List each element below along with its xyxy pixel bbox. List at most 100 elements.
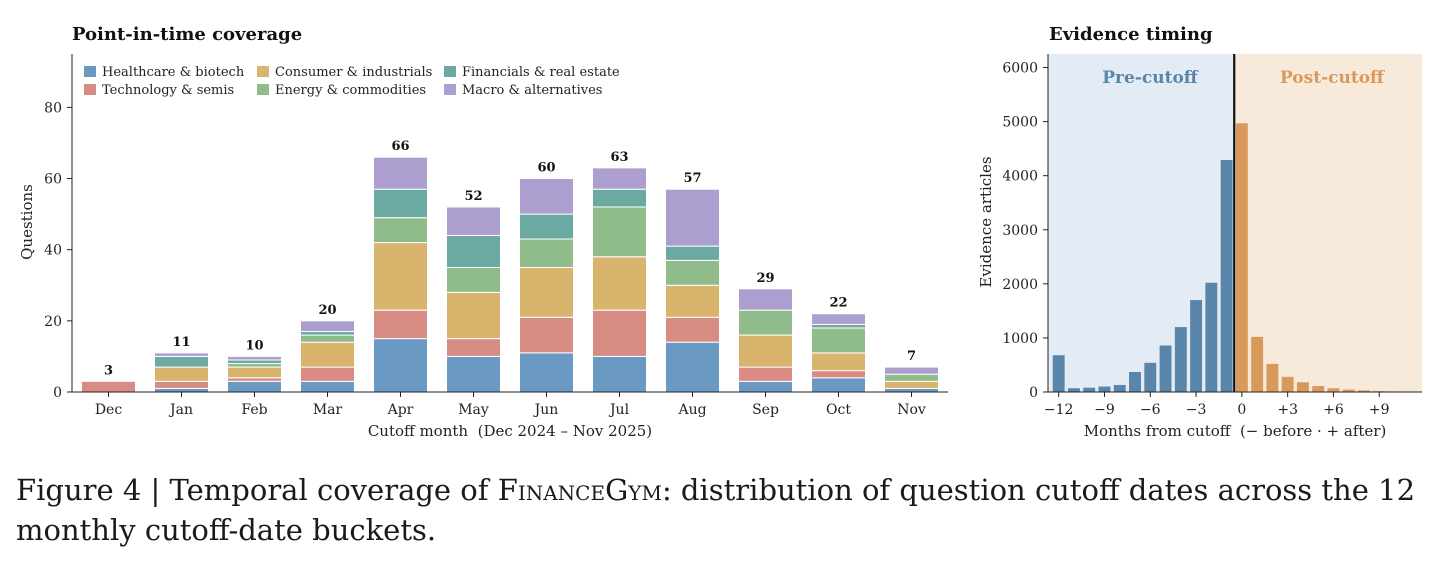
bar-segment-may-0 (445, 355, 502, 393)
bar-segment-mar-3 (299, 334, 356, 343)
left-x-tick-label: Aug (677, 402, 706, 418)
bar-segment-mar-0 (299, 380, 356, 393)
legend-swatch (257, 66, 269, 77)
left-y-tick-label: 20 (44, 314, 62, 330)
bar-segment-sep-0 (737, 380, 794, 393)
total-label-jul: 63 (610, 150, 628, 165)
left-x-tick-label: Feb (241, 402, 267, 418)
bar-segment-jul-2 (591, 256, 648, 311)
legend-label: Technology & semis (102, 83, 234, 98)
evidence-bar (1205, 282, 1218, 392)
bar-segment-jun-5 (518, 178, 575, 215)
pre-cutoff-region (1048, 54, 1235, 392)
bar-segment-feb-2 (226, 366, 283, 379)
bar-segment-apr-0 (372, 338, 429, 393)
bar-segment-nov-0 (883, 387, 940, 393)
bar-segment-jan-1 (153, 380, 210, 389)
left-x-tick-label: Jul (608, 402, 630, 418)
bar-segment-jan-5 (153, 352, 210, 357)
bar-segment-jul-4 (591, 188, 648, 208)
left-x-axis-label: Cutoff month (Dec 2024 – Nov 2025) (368, 422, 652, 440)
legend-swatch (84, 84, 96, 95)
right-y-tick-label: 4000 (1002, 169, 1038, 185)
bar-segment-apr-1 (372, 309, 429, 340)
bar-segment-sep-5 (737, 288, 794, 311)
bar-segment-oct-3 (810, 327, 867, 354)
evidence-bar (1190, 300, 1203, 392)
legend-swatch (257, 84, 269, 95)
left-x-tick-label: Jan (168, 402, 193, 418)
pre-cutoff-label: Pre-cutoff (1102, 68, 1199, 88)
bar-segment-mar-4 (299, 331, 356, 336)
stacked-bars (80, 156, 940, 393)
bar-segment-feb-3 (226, 363, 283, 368)
right-y-tick-label: 2000 (1002, 277, 1038, 293)
left-y-tick-label: 0 (53, 385, 62, 401)
bar-segment-aug-3 (664, 259, 721, 286)
left-chart-title: Point-in-time coverage (72, 24, 302, 45)
left-x-tick-label: May (458, 402, 489, 418)
bar-segment-apr-5 (372, 156, 429, 190)
right-y-tick-label: 5000 (1002, 115, 1038, 131)
evidence-bar (1266, 363, 1279, 392)
evidence-timing-chart: Evidence timing 0 1000 2000 3000 4000 5000 600… (977, 24, 1422, 440)
left-y-axis-label: Questions (18, 184, 36, 260)
total-label-dec: 3 (104, 363, 113, 378)
total-label-sep: 29 (756, 271, 774, 286)
evidence-bar (1113, 384, 1126, 392)
bar-segment-may-3 (445, 266, 502, 293)
evidence-bar (1052, 355, 1065, 392)
left-x-tick-label: Mar (313, 402, 343, 418)
bar-segment-jun-2 (518, 266, 575, 318)
total-label-aug: 57 (683, 171, 701, 186)
evidence-bars (1052, 123, 1416, 393)
bar-segment-aug-2 (664, 284, 721, 318)
legend-label: Macro & alternatives (462, 83, 602, 98)
evidence-bar (1235, 123, 1248, 392)
bar-segment-oct-1 (810, 370, 867, 379)
evidence-bar (1358, 390, 1370, 392)
bar-segment-sep-3 (737, 309, 794, 336)
right-x-tick-label: −9 (1094, 402, 1115, 418)
bar-segment-oct-4 (810, 323, 867, 329)
caption-dataset-name: FinanceGym (497, 473, 662, 507)
left-y-tick-label: 60 (44, 172, 62, 188)
bar-segment-jun-0 (518, 352, 575, 393)
evidence-bar (1342, 389, 1355, 392)
bar-segment-sep-1 (737, 366, 794, 382)
bar-segment-aug-1 (664, 316, 721, 343)
bar-segment-aug-0 (664, 341, 721, 393)
post-cutoff-label: Post-cutoff (1280, 68, 1385, 88)
total-label-jun: 60 (537, 161, 555, 176)
bar-segment-jan-0 (153, 387, 210, 393)
bar-segment-apr-2 (372, 242, 429, 311)
bar-segment-nov-5 (883, 366, 940, 375)
bar-segment-jan-4 (153, 355, 210, 368)
total-label-mar: 20 (318, 303, 336, 318)
right-axes: 0 1000 2000 3000 4000 5000 6000 −12 −9 −6 −3 0 +3 +6 +… (1002, 54, 1422, 418)
right-chart-title: Evidence timing (1049, 24, 1213, 45)
bar-segment-jul-1 (591, 309, 648, 357)
legend-swatch (84, 66, 96, 77)
legend-label: Energy & commodities (275, 83, 426, 98)
right-x-tick-label: +3 (1277, 402, 1298, 418)
bar-segment-feb-4 (226, 359, 283, 365)
left-y-tick-label: 40 (44, 243, 62, 259)
caption-suffix: : distribution of question cutoff dates … (16, 473, 1416, 547)
evidence-bar (1083, 387, 1096, 392)
bar-segment-oct-5 (810, 313, 867, 325)
evidence-bar (1159, 345, 1172, 392)
right-x-tick-label: −12 (1044, 402, 1074, 418)
bar-segment-jul-5 (591, 167, 648, 190)
right-x-axis-label: Months from cutoff (− before · + after) (1084, 422, 1387, 440)
evidence-bar (1296, 382, 1309, 392)
evidence-bar (1281, 376, 1294, 392)
left-x-tick-label: Jun (533, 402, 559, 418)
bar-segment-mar-1 (299, 366, 356, 382)
left-x-tick-label: Sep (752, 402, 779, 418)
right-y-axis-label: Evidence articles (977, 156, 995, 287)
bar-segment-aug-5 (664, 188, 721, 247)
bar-segment-mar-2 (299, 341, 356, 368)
bar-segment-feb-0 (226, 380, 283, 393)
post-cutoff-region (1234, 54, 1422, 392)
